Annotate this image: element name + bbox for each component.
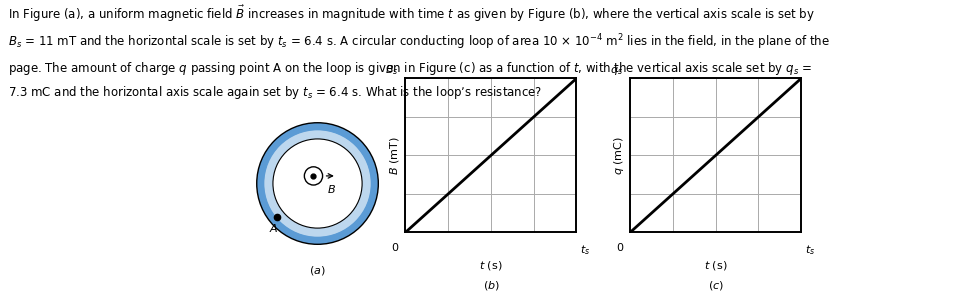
Circle shape bbox=[305, 167, 322, 185]
Y-axis label: $q$ (mC): $q$ (mC) bbox=[612, 136, 626, 175]
Text: $(b)$: $(b)$ bbox=[483, 279, 499, 292]
Text: $q_s$: $q_s$ bbox=[611, 65, 623, 77]
Text: 0: 0 bbox=[616, 243, 623, 253]
Circle shape bbox=[257, 123, 378, 244]
Text: $t_s$: $t_s$ bbox=[579, 243, 590, 257]
Text: $(a)$: $(a)$ bbox=[310, 263, 325, 276]
Text: In Figure (a), a uniform magnetic field $\vec{B}$ increases in magnitude with ti: In Figure (a), a uniform magnetic field … bbox=[8, 4, 829, 101]
Y-axis label: $B$ (mT): $B$ (mT) bbox=[388, 136, 402, 175]
Text: $B_s$: $B_s$ bbox=[385, 63, 399, 77]
Text: 0: 0 bbox=[392, 243, 399, 253]
Text: $t$ (s): $t$ (s) bbox=[703, 258, 728, 271]
Text: $t$ (s): $t$ (s) bbox=[479, 258, 503, 271]
Text: B: B bbox=[327, 185, 335, 195]
Text: $(c)$: $(c)$ bbox=[707, 279, 724, 292]
Circle shape bbox=[265, 130, 370, 237]
Text: $t_s$: $t_s$ bbox=[805, 243, 815, 257]
Circle shape bbox=[273, 139, 362, 228]
Text: A: A bbox=[270, 224, 276, 234]
